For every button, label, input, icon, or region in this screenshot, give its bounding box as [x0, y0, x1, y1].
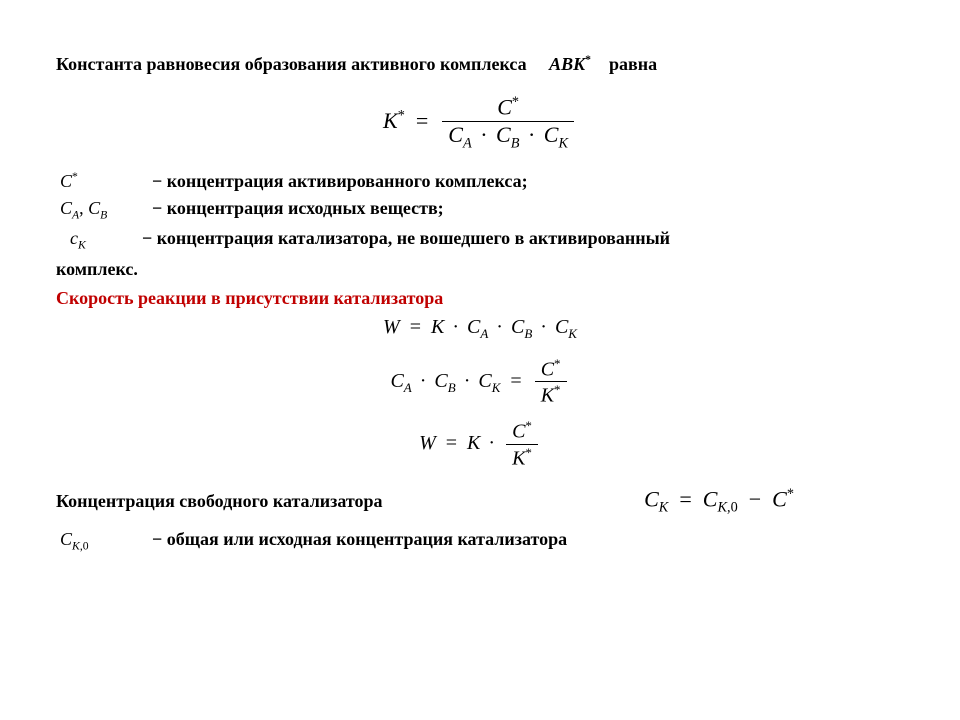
equation-w-final: W = K · C* K*: [56, 418, 904, 470]
eq1-fraction: C* CA · CB · CK: [442, 94, 574, 152]
title-symbol: ABK*: [549, 54, 595, 74]
title-suffix: равна: [609, 54, 657, 74]
def3-symbol: cK: [56, 228, 142, 252]
eq4-fraction: C* K*: [506, 418, 538, 470]
def4-symbol: CK,0: [56, 529, 152, 553]
equation-ca-cb-ck: CA · CB · CK = C* K*: [56, 356, 904, 408]
title-prefix: Константа равновесия образования активно…: [56, 54, 527, 74]
def1-symbol: C*: [56, 170, 152, 192]
equation-k-star: K* = C* CA · CB · CK: [56, 94, 904, 152]
equation-ck-free: CK = CK,0 − C*: [644, 486, 904, 517]
title-line: Константа равновесия образования активно…: [56, 52, 904, 76]
free-catalyst-row: Концентрация свободного катализатора CK …: [56, 486, 904, 517]
def2-symbol: CA, CB: [56, 198, 152, 222]
def3-text-cont: комплекс.: [56, 257, 904, 281]
def1-text: − концентрация активированного комплекса…: [152, 171, 528, 192]
rate-title: Скорость реакции в присутствии катализат…: [56, 286, 904, 310]
slide-page: Константа равновесия образования активно…: [0, 0, 960, 599]
def4-text: − общая или исходная концентрация катали…: [152, 529, 567, 550]
definition-ck: cK − концентрация катализатора, не вошед…: [56, 228, 904, 252]
def2-text: − концентрация исходных веществ;: [152, 198, 444, 219]
equation-w: W = K · CA · CB · CK: [56, 316, 904, 342]
definition-ck0: CK,0 − общая или исходная концентрация к…: [56, 529, 904, 553]
def3-text: − концентрация катализатора, не вошедшег…: [142, 228, 670, 249]
free-catalyst-label: Концентрация свободного катализатора: [56, 491, 383, 512]
eq3-fraction: C* K*: [535, 356, 567, 408]
definition-c-star: C* − концентрация активированного компле…: [56, 170, 904, 192]
definition-ca-cb: CA, CB − концентрация исходных веществ;: [56, 198, 904, 222]
